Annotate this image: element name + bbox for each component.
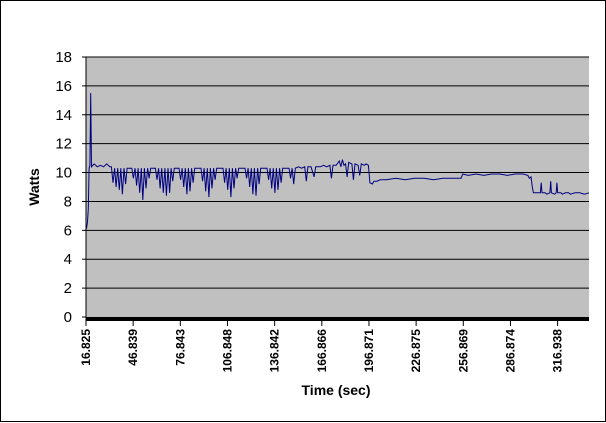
- grid-layer: [86, 56, 589, 289]
- x-tick-label: 136.842: [268, 329, 282, 373]
- y-tick-label: 10: [55, 165, 72, 182]
- x-tick-label: 316.938: [551, 329, 565, 373]
- y-tick-label: 0: [64, 309, 72, 326]
- y-tick-label: 14: [55, 107, 72, 124]
- y-tick-label: 8: [64, 193, 72, 210]
- y-axis-ticks: 0 2 4 6 8 10 12 14 16 18: [55, 49, 86, 326]
- x-axis-title: Time (sec): [302, 382, 371, 398]
- y-tick-label: 12: [55, 136, 72, 153]
- y-tick-label: 6: [64, 222, 72, 239]
- x-tick-label: 106.848: [220, 329, 234, 373]
- x-axis-ticks: 16.825 46.839 76.843 106.848 136.842 166.866 1…: [79, 317, 565, 372]
- x-tick-label: 226.875: [409, 329, 423, 373]
- x-tick-label: 76.843: [173, 329, 187, 366]
- y-axis-title: Watts: [26, 168, 42, 206]
- x-tick-label: 166.866: [315, 329, 329, 373]
- x-tick-label: 286.874: [503, 329, 517, 373]
- series-line: [85, 93, 590, 230]
- plot-area: [86, 57, 589, 317]
- x-tick-label: 196.871: [362, 329, 376, 373]
- x-tick-label: 46.839: [126, 329, 140, 366]
- y-tick-label: 2: [64, 280, 72, 297]
- x-tick-label: 256.869: [456, 329, 470, 373]
- y-tick-label: 18: [55, 49, 72, 66]
- y-tick-label: 4: [64, 251, 72, 268]
- x-axis-line: [86, 317, 589, 321]
- x-tick-label: 16.825: [79, 329, 93, 366]
- y-tick-label: 16: [55, 78, 72, 95]
